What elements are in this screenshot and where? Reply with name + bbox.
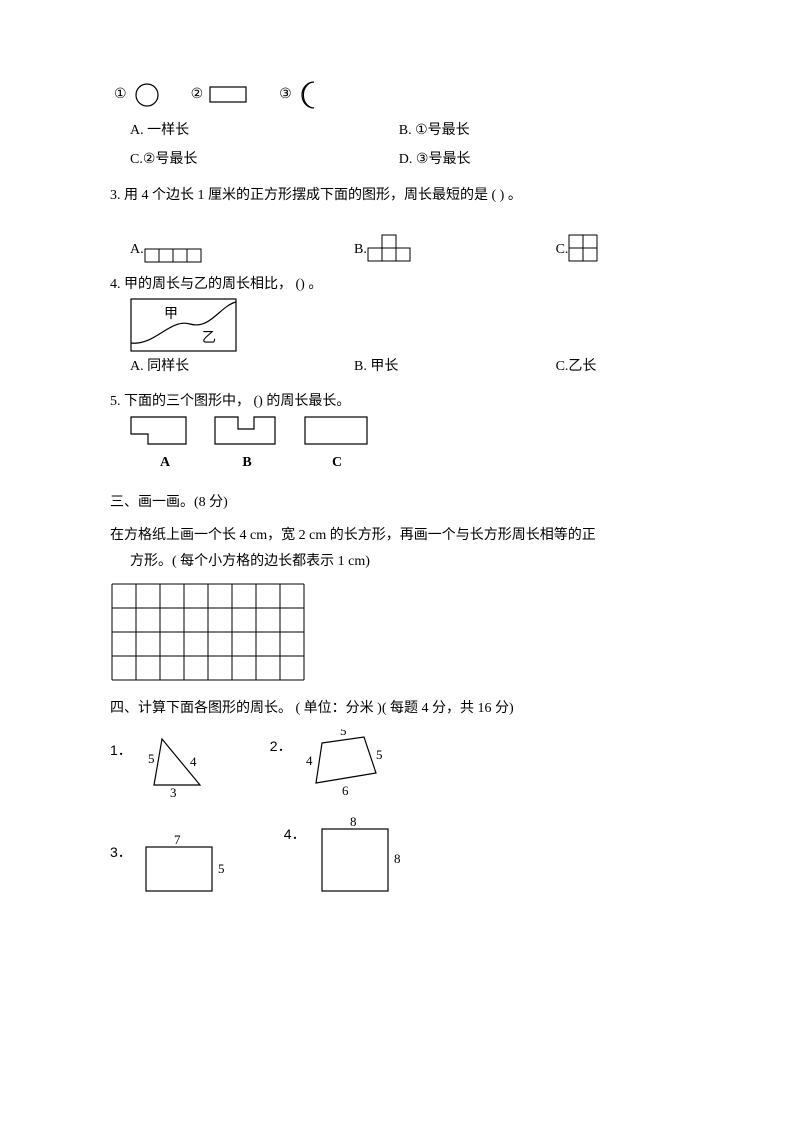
q3-c-label: C. [556,237,569,264]
svg-text:5: 5 [376,747,383,762]
q3-a-label: A. [130,237,144,264]
svg-text:3: 3 [170,785,177,799]
q2-opt-c: C.②号最长 [130,147,399,174]
q5-c: C [302,450,372,477]
q4-opt-b: B. 甲长 [354,354,556,381]
fig3-num: 3． [110,835,132,866]
svg-text:8: 8 [350,817,357,829]
q2-opt-d: D. ③号最长 [399,147,668,174]
q3-b-label: B. [354,237,367,264]
q3-opt-a: A. [130,237,354,264]
fig2-quad: 5 5 6 4 [300,729,392,799]
crescent-icon [298,80,324,110]
q2-opt-b: B. ①号最长 [399,118,668,145]
fig1: 1． 5 4 3 [110,733,220,799]
q3-c-shape [568,234,600,264]
shape-3: ③ [279,80,324,110]
q3-text: 3. 用 4 个边长 1 厘米的正方形摆成下面的图形，周长最短的是 ( ) 。 [110,183,690,210]
q5-figures [110,416,690,450]
q4-label-jia: 甲 [164,307,178,322]
svg-text:5: 5 [340,729,347,738]
sec3-body1: 在方格纸上画一个长 4 cm，宽 2 cm 的长方形，再画一个与长方形周长相等的… [110,523,690,550]
svg-text:4: 4 [190,754,197,769]
sec4-row1: 1． 5 4 3 2． 5 5 6 4 [110,729,690,799]
svg-text:4: 4 [306,753,313,768]
q3-opt-c: C. [556,234,601,264]
fig2: 2． 5 5 6 4 [270,729,392,799]
fig4-square: 8 8 [314,817,414,897]
q3-options: A. B. C. [110,234,690,264]
q3-opt-b: B. [354,234,556,264]
svg-text:8: 8 [394,851,401,866]
q4-options: A. 同样长 B. 甲长 C.乙长 [110,354,690,381]
grid-icon [110,582,306,682]
fig1-triangle: 5 4 3 [140,733,220,799]
q4-opt-a: A. 同样长 [130,354,354,381]
q3-a-shape [144,248,204,264]
q5-labels: A B C [110,450,690,477]
circle-icon [133,81,161,109]
q2-shapes-row: ① ② ③ [110,80,690,110]
sec3-grid-wrap [110,582,690,682]
fig4: 4． 8 8 [284,817,414,897]
fig3-rect: 7 5 [140,835,234,897]
fig1-num: 1． [110,733,132,764]
sec4-row2: 3． 7 5 4． 8 8 [110,817,690,897]
shape-1: ① [114,81,161,109]
page: ① ② ③ A. 一样长 B. ①号最长 C.②号最长 D. ③号最长 3. 用… [0,0,800,945]
q5-shapes [130,416,380,450]
sec4-title: 四、计算下面各图形的周长。 ( 单位：分米 )( 每题 4 分，共 16 分) [110,696,690,723]
q3-b-shape [367,234,413,264]
q4-opt-c: C.乙长 [556,354,597,381]
svg-text:6: 6 [342,783,349,798]
fig4-num: 4． [284,817,306,848]
shape-2: ② [191,82,250,109]
sec3-title: 三、画一画。(8 分) [110,490,690,517]
q2-options: A. 一样长 B. ①号最长 C.②号最长 D. ③号最长 [110,118,690,175]
svg-text:5: 5 [148,751,155,766]
q4-rect-split: 甲 乙 [130,298,240,354]
q5-b: B [212,450,282,477]
q4-figure: 甲 乙 [110,298,690,354]
shape-1-label: ① [114,82,127,109]
q5-text: 5. 下面的三个图形中， () 的周长最长。 [110,389,690,416]
fig2-num: 2． [270,729,292,760]
q2-opt-a: A. 一样长 [130,118,399,145]
svg-text:7: 7 [174,835,181,847]
q4-text: 4. 甲的周长与乙的周长相比， () 。 [110,272,690,299]
shape-3-label: ③ [279,82,292,109]
sec3-body2: 方形。( 每个小方格的边长都表示 1 cm) [110,549,690,576]
q5-a: A [130,450,200,477]
q4-label-yi: 乙 [202,330,216,346]
shape-2-label: ② [191,82,204,109]
svg-text:5: 5 [218,861,225,876]
fig3: 3． 7 5 [110,835,234,897]
rectangle-icon [209,85,249,105]
